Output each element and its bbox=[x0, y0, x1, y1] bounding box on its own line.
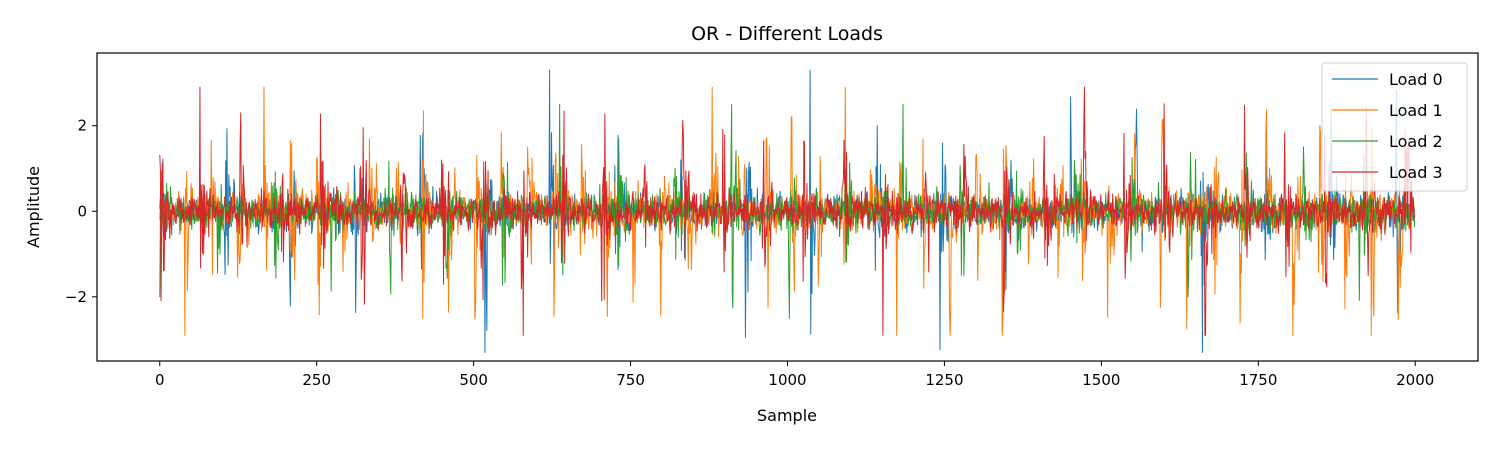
x-tick-label: 500 bbox=[459, 371, 488, 389]
x-axis-title: Sample bbox=[757, 406, 817, 425]
x-tick-label: 250 bbox=[302, 371, 331, 389]
legend-label: Load 2 bbox=[1389, 132, 1443, 151]
y-axis: −2 0 2 bbox=[65, 117, 97, 306]
legend-box bbox=[1321, 62, 1468, 192]
legend-label: Load 0 bbox=[1389, 70, 1443, 89]
series-layer bbox=[159, 69, 1416, 353]
x-tick-label: 0 bbox=[155, 371, 165, 389]
x-tick-label: 1750 bbox=[1239, 371, 1277, 389]
chart-title: OR - Different Loads bbox=[691, 23, 883, 45]
x-tick-label: 2000 bbox=[1396, 371, 1434, 389]
y-tick-label: 0 bbox=[77, 202, 87, 220]
y-axis-title: Amplitude bbox=[24, 166, 43, 248]
legend: Load 0 Load 1 Load 2 Load 3 bbox=[1321, 62, 1468, 192]
legend-label: Load 3 bbox=[1389, 163, 1443, 182]
y-tick-label: 2 bbox=[77, 117, 87, 135]
y-tick-label: −2 bbox=[65, 288, 87, 306]
x-tick-label: 750 bbox=[616, 371, 645, 389]
series-line-3 bbox=[159, 86, 1416, 336]
series-line-2 bbox=[159, 103, 1416, 319]
x-axis: 0 250 500 750 1000 1250 1500 1750 2000 bbox=[155, 361, 1434, 389]
x-tick-label: 1500 bbox=[1082, 371, 1120, 389]
legend-label: Load 1 bbox=[1389, 101, 1443, 120]
x-tick-label: 1000 bbox=[768, 371, 806, 389]
x-tick-label: 1250 bbox=[925, 371, 963, 389]
